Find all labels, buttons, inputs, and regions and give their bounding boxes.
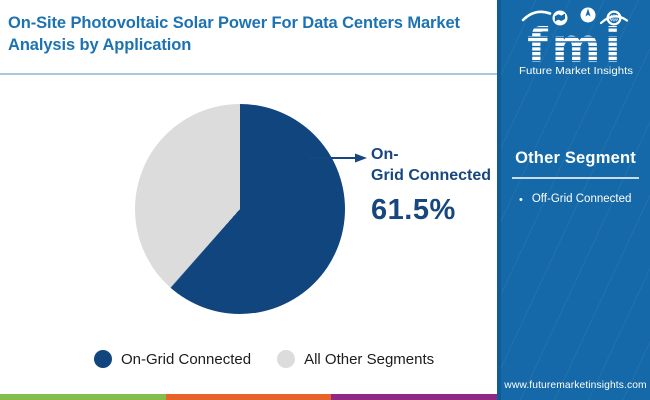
logo-tagline: Future Market Insights [519, 66, 633, 77]
legend-item-ongrid: On-Grid Connected [94, 350, 251, 368]
chart-legend: On-Grid Connected All Other Segments [94, 350, 434, 368]
callout-label: On-Grid Connected [371, 146, 492, 185]
legend-swatch [277, 350, 296, 368]
page-title-line1: On-Site Photovoltaic Solar Power For Dat… [8, 14, 460, 32]
sidebar-heading: Other Segment [515, 149, 636, 167]
pie-callout: On-Grid Connected 61.5% [371, 144, 496, 227]
pie-chart [135, 104, 345, 314]
legend-label: On-Grid Connected [121, 350, 252, 368]
footer-color-bar [0, 394, 498, 400]
title-divider [0, 73, 497, 75]
legend-label: All Other Segments [304, 350, 435, 368]
callout-value: 61.5% [371, 193, 456, 226]
website-link[interactable]: www.futuremarketinsights.com [504, 380, 647, 391]
page-title-line2: Analysis by Application [8, 35, 192, 54]
footer-bar-segment [331, 394, 498, 400]
footer-bar-segment [0, 394, 166, 400]
page-title: On-Site Photovoltaic Solar Power For Dat… [0, 0, 497, 57]
fmi-logo: fmi Future Market Insights [519, 7, 633, 77]
callout-arrow-icon [309, 153, 367, 163]
sidebar-bullet-item: • Off-Grid Connected [519, 193, 642, 207]
brand-sidebar: fmi Future Market Insights Other Segment… [497, 0, 650, 400]
map-icon [552, 10, 567, 26]
bullet-icon: • [519, 194, 523, 206]
legend-item-other: All Other Segments [277, 350, 434, 368]
sidebar-divider [512, 177, 639, 179]
footer-bar-segment [165, 394, 332, 400]
logo-swoosh-left [521, 10, 551, 22]
legend-swatch [94, 350, 112, 368]
sidebar-bullet-label: Off-Grid Connected [531, 193, 632, 205]
rocket-icon [580, 7, 595, 23]
logo-wordmark: fmi [527, 19, 625, 74]
logo-swoosh-right [599, 15, 628, 25]
chart-panel: On-Site Photovoltaic Solar Power For Dat… [0, 0, 498, 400]
